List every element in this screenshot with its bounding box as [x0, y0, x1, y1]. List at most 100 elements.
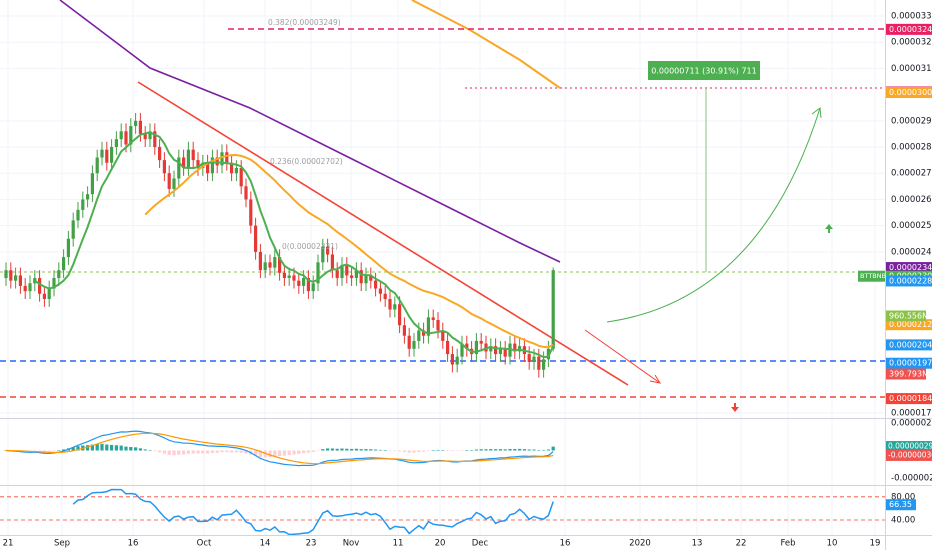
- fib-label: 0(0.00002331): [282, 242, 338, 251]
- price-badge: [886, 23, 932, 35]
- macd-histogram: [52, 450, 56, 451]
- candle-body: [330, 254, 334, 271]
- candle-body: [14, 275, 18, 281]
- candle-body: [81, 199, 85, 210]
- macd-histogram: [465, 450, 469, 451]
- macd-histogram: [196, 450, 200, 454]
- candle-body: [210, 157, 214, 174]
- time-label: 13: [692, 539, 703, 549]
- macd-histogram: [393, 450, 397, 451]
- candle-body: [186, 149, 190, 168]
- macd-histogram: [282, 450, 286, 456]
- candle-body: [158, 147, 162, 161]
- candle-body: [52, 278, 56, 289]
- trend-line: [137, 81, 629, 386]
- candle-body: [340, 264, 344, 279]
- candle-body: [527, 354, 531, 362]
- macd-histogram: [57, 450, 61, 451]
- candle-body: [306, 278, 310, 292]
- candle-body: [100, 149, 104, 158]
- candle-body: [551, 270, 555, 349]
- macd-tick-label: -0.00000200: [891, 473, 932, 483]
- candle-body: [350, 275, 354, 279]
- macd-histogram: [239, 450, 243, 453]
- candle-body: [191, 149, 195, 161]
- macd-histogram: [254, 450, 258, 457]
- macd-histogram: [268, 450, 272, 458]
- candle-body: [460, 343, 464, 357]
- macd-histogram: [383, 450, 387, 451]
- time-label: 16: [128, 539, 139, 549]
- candle-body: [110, 147, 114, 163]
- macd-histogram: [489, 449, 493, 451]
- candle-body: [124, 131, 128, 145]
- time-label: 2020: [629, 539, 651, 549]
- macd-histogram: [220, 450, 224, 453]
- macd-histogram: [100, 443, 104, 451]
- candle-body: [311, 283, 315, 292]
- candle-body: [71, 220, 75, 239]
- candle-body: [9, 270, 13, 281]
- macd-histogram: [460, 450, 464, 451]
- macd-histogram: [455, 450, 459, 452]
- candle-body: [359, 270, 363, 284]
- price-badge: [886, 275, 932, 287]
- macd-histogram: [407, 450, 411, 453]
- macd-histogram: [369, 449, 373, 451]
- time-label: 22: [736, 539, 747, 549]
- volume-badge-label: 960.556M: [889, 312, 929, 321]
- macd-histogram: [354, 448, 358, 451]
- time-label: 23: [306, 539, 317, 549]
- macd-histogram: [498, 449, 502, 451]
- candle-body: [422, 330, 426, 336]
- candle-body: [369, 275, 373, 281]
- price-badge: [886, 357, 932, 369]
- macd-histogram: [494, 449, 498, 451]
- candle-body: [388, 299, 392, 310]
- candle-body: [206, 162, 210, 174]
- candle-body: [172, 178, 176, 189]
- candle-body: [354, 270, 358, 279]
- candle-body: [268, 262, 272, 268]
- price-tick-label: 0.00003300: [891, 11, 932, 21]
- macd-histogram: [412, 450, 416, 453]
- macd-histogram: [431, 450, 435, 451]
- macd-badge-label: -0.00000036: [888, 450, 932, 459]
- price-badge: [886, 262, 932, 274]
- candle-body: [297, 280, 301, 286]
- macd-histogram: [138, 448, 142, 451]
- candle-body: [263, 262, 267, 271]
- macd-tick-label: 0.00000200: [891, 419, 932, 429]
- macd-histogram: [172, 450, 176, 456]
- time-label: 11: [393, 539, 404, 549]
- arrow-head: [649, 374, 662, 384]
- macd-histogram: [522, 449, 526, 451]
- candle-body: [196, 160, 200, 168]
- rsi-tick-label: 80.00: [891, 492, 915, 502]
- macd-histogram: [441, 450, 445, 451]
- macd-histogram: [484, 449, 488, 451]
- candle-body: [546, 348, 550, 360]
- time-label: Nov: [343, 539, 360, 549]
- macd-histogram: [508, 448, 512, 451]
- macd-histogram: [95, 444, 99, 451]
- candle-body: [426, 317, 430, 336]
- macd-badge-label: 0.00000029: [888, 442, 932, 451]
- macd-histogram: [527, 449, 531, 451]
- candle-body: [393, 304, 397, 310]
- macd-histogram: [148, 450, 152, 451]
- rsi-badge-label: 66.35: [889, 500, 912, 509]
- time-label: 16: [560, 539, 571, 549]
- fib-label: 0.382(0.00003249): [268, 18, 341, 27]
- macd-histogram: [76, 446, 80, 451]
- macd-histogram: [90, 444, 94, 451]
- price-tick-label: 0.00003100: [891, 64, 932, 74]
- candle-body: [364, 275, 368, 284]
- macd-histogram: [177, 450, 181, 455]
- candle-body: [129, 126, 133, 145]
- candle-body: [532, 356, 536, 362]
- time-label: Oct: [197, 539, 212, 549]
- macd-histogram: [273, 450, 277, 457]
- candle-body: [302, 278, 306, 286]
- price-badge-label: 0.00002122: [889, 320, 932, 329]
